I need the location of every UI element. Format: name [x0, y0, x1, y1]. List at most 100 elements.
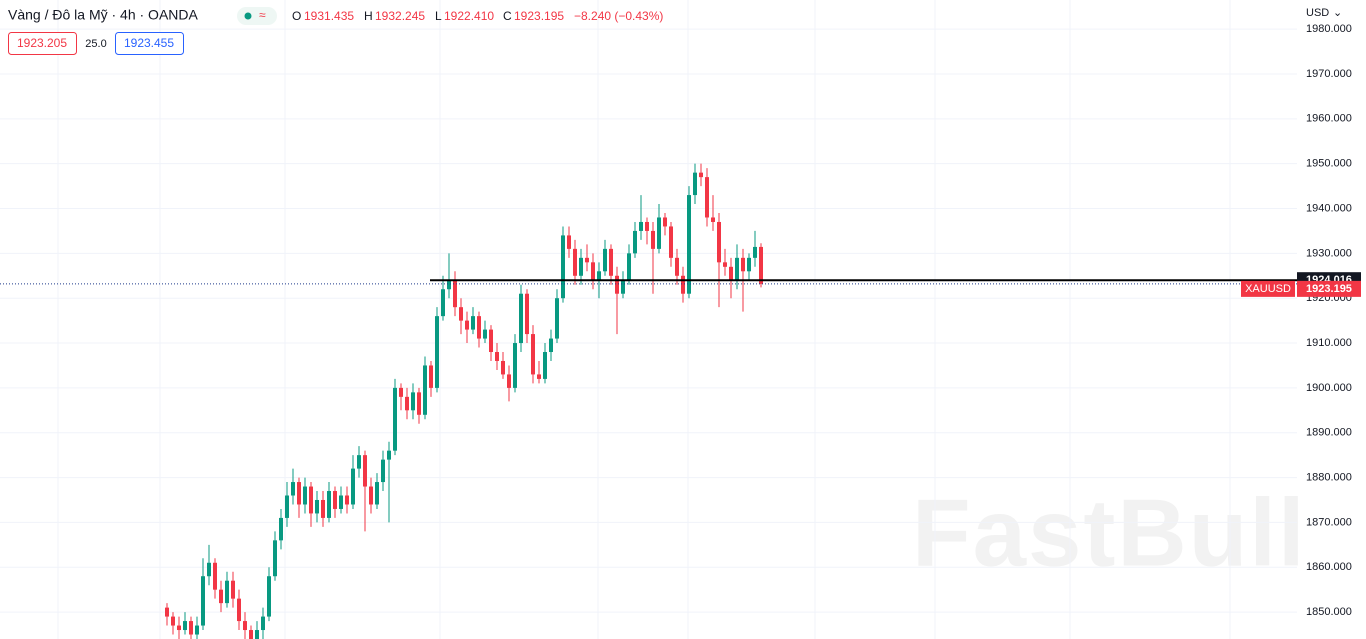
- candle-body: [171, 616, 175, 626]
- y-tick-label: 1940.000: [1306, 202, 1352, 214]
- candle-body: [465, 320, 469, 330]
- candle-body: [573, 248, 577, 276]
- candle-body: [417, 392, 421, 415]
- candle-body: [453, 280, 457, 308]
- candle-body: [549, 338, 553, 353]
- candle-body: [321, 499, 325, 518]
- candle-body: [723, 262, 727, 267]
- candle-body: [405, 396, 409, 411]
- candle-body: [303, 486, 307, 505]
- candle-body: [519, 293, 523, 344]
- candle-body: [495, 352, 499, 361]
- candle-body: [393, 387, 397, 451]
- candle-body: [309, 486, 313, 514]
- buy-price[interactable]: 1923.455: [124, 36, 174, 50]
- candle-body: [717, 221, 721, 263]
- candle-body: [729, 266, 733, 281]
- candle-body: [669, 226, 673, 258]
- candle-body: [741, 257, 745, 272]
- candle-body: [189, 621, 193, 635]
- candle-body: [567, 235, 571, 249]
- currency-caret[interactable]: ⌄: [1333, 7, 1342, 19]
- candle-body: [555, 298, 559, 339]
- candle-body: [513, 343, 517, 388]
- candle-body: [459, 307, 463, 321]
- candle-body: [561, 235, 565, 299]
- candle-body: [351, 468, 355, 505]
- candle-body: [339, 495, 343, 509]
- candle-body: [645, 221, 649, 231]
- buy-button[interactable]: [115, 32, 184, 55]
- candle-body: [693, 172, 697, 196]
- candle-body: [585, 257, 589, 263]
- candle-body: [663, 217, 667, 227]
- watermark: FastBull: [912, 479, 1307, 586]
- status-icon: ≈: [259, 8, 266, 22]
- candle-body: [399, 387, 403, 397]
- symbol-title: Vàng / Đô la Mỹ · 4h · OANDA: [8, 7, 199, 23]
- spread: 25.0: [85, 38, 106, 50]
- y-tick-label: 1970.000: [1306, 68, 1352, 80]
- candle-body: [525, 293, 529, 335]
- ohlc-h-label: H: [364, 9, 373, 23]
- candle-body: [627, 253, 631, 281]
- sell-price[interactable]: 1923.205: [17, 36, 67, 50]
- y-tick-label: 1860.000: [1306, 561, 1352, 573]
- candle-body: [297, 482, 301, 505]
- candle-body: [375, 482, 379, 505]
- candle-body: [369, 486, 373, 505]
- sell-button[interactable]: [8, 32, 77, 55]
- status-badge[interactable]: [237, 7, 277, 25]
- currency-menu[interactable]: USD: [1306, 7, 1329, 19]
- candle-body: [363, 455, 367, 487]
- ohlc-change: −8.240 (−0.43%): [574, 9, 663, 23]
- candle-body: [687, 195, 691, 294]
- candle-body: [381, 459, 385, 483]
- y-tick-label: 1910.000: [1306, 337, 1352, 349]
- y-tick-label: 1980.000: [1306, 23, 1352, 35]
- candle-body: [183, 621, 187, 631]
- candle-body: [255, 630, 259, 639]
- candle-body: [195, 625, 199, 635]
- candle-body: [651, 230, 655, 249]
- candle-body: [201, 576, 205, 626]
- candle-body: [177, 625, 181, 631]
- candle-body: [591, 262, 595, 281]
- ohlc-o-label: O: [292, 9, 301, 23]
- candle-body: [633, 230, 637, 254]
- y-tick-label: 1950.000: [1306, 158, 1352, 170]
- ohlc-c: 1923.195: [514, 9, 564, 23]
- candle-body: [531, 334, 535, 375]
- candle-body: [615, 275, 619, 294]
- candle-body: [429, 365, 433, 388]
- candle-body: [279, 517, 283, 541]
- candle-body: [285, 495, 289, 518]
- y-tick-label: 1890.000: [1306, 427, 1352, 439]
- ohlc-l-label: L: [435, 9, 442, 23]
- candle-body: [477, 316, 481, 339]
- ohlc-h: 1932.245: [375, 9, 425, 23]
- candle-body: [219, 589, 223, 604]
- candle-body: [333, 491, 337, 509]
- candle-body: [207, 562, 211, 577]
- candle-body: [753, 246, 757, 258]
- candle-body: [543, 352, 547, 379]
- candle-body: [621, 280, 625, 294]
- candle-body: [225, 580, 229, 604]
- candle-body: [387, 450, 391, 460]
- candle-body: [501, 360, 505, 375]
- candle-body: [735, 257, 739, 281]
- ohlc-o: 1931.435: [304, 9, 354, 23]
- candle-body: [759, 246, 763, 284]
- candle-body: [483, 329, 487, 339]
- y-tick-label: 1880.000: [1306, 471, 1352, 483]
- symbol-tag: XAUUSD: [1245, 283, 1291, 295]
- price-label: 1923.195: [1306, 283, 1352, 295]
- status-dot: [244, 12, 252, 20]
- candle-body: [249, 630, 253, 639]
- candle-body: [267, 576, 271, 617]
- candle-body: [489, 329, 493, 353]
- ohlc-l: 1922.410: [444, 9, 494, 23]
- candle-body: [699, 172, 703, 178]
